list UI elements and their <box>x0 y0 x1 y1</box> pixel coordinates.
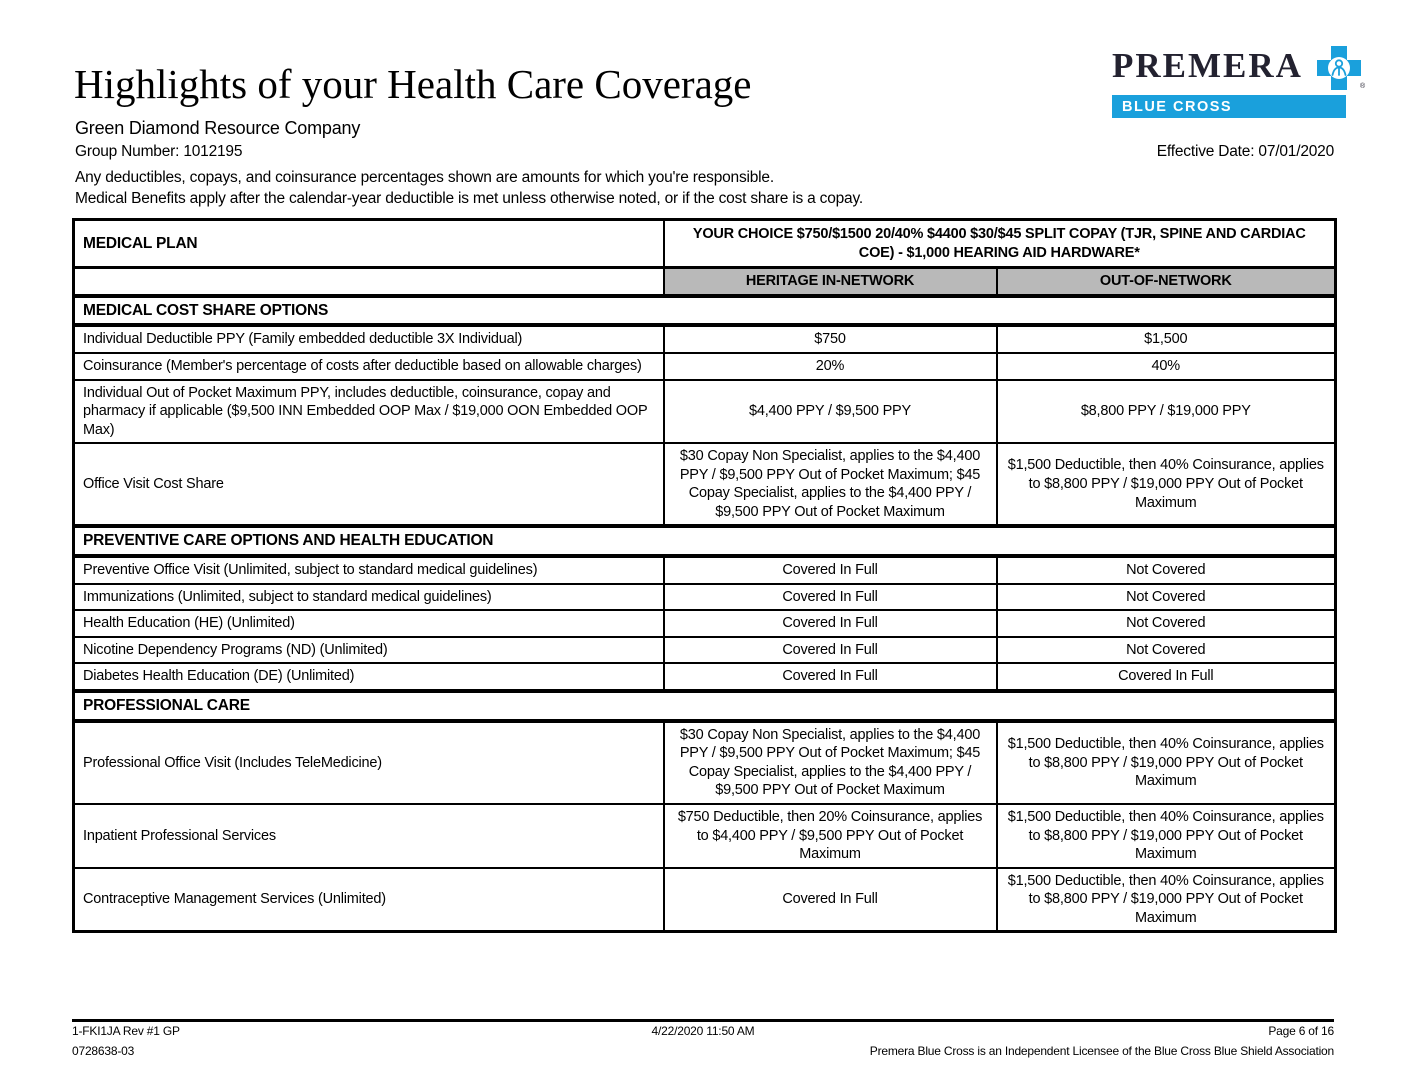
benefit-out-of-network-value: Covered In Full <box>995 662 1337 692</box>
benefit-out-of-network-value: Not Covered <box>995 582 1337 612</box>
benefit-label: Coinsurance (Member's percentage of cost… <box>72 352 665 381</box>
benefit-row: Immunizations (Unlimited, subject to sta… <box>72 582 1337 612</box>
footer-rule <box>72 1019 1334 1022</box>
benefit-row: Individual Deductible PPY (Family embedd… <box>72 324 1337 354</box>
network-header-spacer <box>72 266 665 297</box>
benefit-in-network-value: $4,400 PPY / $9,500 PPY <box>662 378 998 445</box>
section-header-row: PROFESSIONAL CARE <box>72 688 1337 723</box>
benefit-in-network-value: Covered In Full <box>662 662 998 692</box>
footer-line-2: 0728638-03 Premera Blue Cross is an Inde… <box>72 1044 1334 1058</box>
benefit-out-of-network-value: Not Covered <box>995 555 1337 585</box>
footer-page-info: Page 6 of 16 <box>1268 1024 1335 1038</box>
benefit-in-network-value: Covered In Full <box>662 582 998 612</box>
benefit-out-of-network-value: Not Covered <box>995 609 1337 638</box>
company-name: Green Diamond Resource Company <box>75 118 361 138</box>
effective-date: Effective Date: 07/01/2020 <box>1156 143 1334 160</box>
footer-line-1: 1-FKI1JA Rev #1 GP 4/22/2020 11:50 AM Pa… <box>72 1024 1334 1038</box>
benefit-out-of-network-value: $1,500 <box>995 324 1337 354</box>
premera-logo: PREMERA ® BLUE CROSS <box>1112 44 1365 118</box>
benefit-row: Preventive Office Visit (Unlimited, subj… <box>72 555 1337 585</box>
plan-name: YOUR CHOICE $750/$1500 20/40% $4400 $30/… <box>662 218 1337 270</box>
benefit-in-network-value: 20% <box>662 352 998 381</box>
registered-mark: ® <box>1359 83 1365 90</box>
benefit-row: Health Education (HE) (Unlimited) Covered… <box>72 609 1337 638</box>
benefit-out-of-network-value: Not Covered <box>995 635 1337 665</box>
benefit-label: Health Education (HE) (Unlimited) <box>72 609 665 638</box>
benefit-label: Diabetes Health Education (DE) (Unlimite… <box>72 662 665 692</box>
benefits-table: MEDICAL PLAN YOUR CHOICE $750/$1500 20/4… <box>72 218 1337 934</box>
benefit-out-of-network-value: $1,500 Deductible, then 40% Coinsurance,… <box>995 866 1337 933</box>
blue-cross-label: BLUE CROSS <box>1122 98 1233 115</box>
benefit-out-of-network-value: $1,500 Deductible, then 40% Coinsurance,… <box>995 802 1337 869</box>
premera-wordmark: PREMERA <box>1112 46 1303 85</box>
benefit-label: Office Visit Cost Share <box>72 442 665 528</box>
benefit-label: Nicotine Dependency Programs (ND) (Unlim… <box>72 635 665 665</box>
benefit-label: Inpatient Professional Services <box>72 802 665 869</box>
blue-cross-banner: BLUE CROSS <box>1112 95 1346 118</box>
intro-line-1: Any deductibles, copays, and coinsurance… <box>75 169 774 186</box>
benefit-label: Individual Deductible PPY (Family embedd… <box>72 324 665 354</box>
benefit-label: Preventive Office Visit (Unlimited, subj… <box>72 555 665 585</box>
benefit-out-of-network-value: $1,500 Deductible, then 40% Coinsurance,… <box>995 719 1337 805</box>
section-header-row: MEDICAL COST SHARE OPTIONS <box>72 293 1337 328</box>
benefit-in-network-value: Covered In Full <box>662 635 998 665</box>
medical-plan-label: MEDICAL PLAN <box>72 218 665 270</box>
intro-text: Any deductibles, copays, and coinsurance… <box>75 167 863 209</box>
plan-header-row: MEDICAL PLAN YOUR CHOICE $750/$1500 20/4… <box>72 218 1337 270</box>
benefit-out-of-network-value: 40% <box>995 352 1337 381</box>
blue-cross-icon: ® <box>1315 44 1365 92</box>
benefit-label: Individual Out of Pocket Maximum PPY, in… <box>72 378 665 445</box>
footer-licensee-note: Premera Blue Cross is an Independent Lic… <box>869 1044 1334 1058</box>
benefit-out-of-network-value: $8,800 PPY / $19,000 PPY <box>995 378 1337 445</box>
section-title: PROFESSIONAL CARE <box>72 688 1337 723</box>
benefit-row: Inpatient Professional Services $750 Dedu… <box>72 802 1337 869</box>
column-header-out-of-network: OUT-OF-NETWORK <box>995 266 1337 297</box>
benefit-row: Nicotine Dependency Programs (ND) (Unlim… <box>72 635 1337 665</box>
benefit-out-of-network-value: $1,500 Deductible, then 40% Coinsurance,… <box>995 442 1337 528</box>
benefits-table-body: MEDICAL PLAN YOUR CHOICE $750/$1500 20/4… <box>72 218 1337 933</box>
benefit-in-network-value: Covered In Full <box>662 609 998 638</box>
section-title: MEDICAL COST SHARE OPTIONS <box>72 293 1337 328</box>
footer-timestamp: 4/22/2020 11:50 AM <box>651 1024 755 1038</box>
benefit-row: Individual Out of Pocket Maximum PPY, in… <box>72 378 1337 445</box>
benefit-label: Professional Office Visit (Includes Tele… <box>72 719 665 805</box>
benefit-in-network-value: $30 Copay Non Specialist, applies to the… <box>662 719 998 805</box>
benefit-in-network-value: Covered In Full <box>662 866 998 933</box>
benefit-row: Office Visit Cost Share $30 Copay Non Spe… <box>72 442 1337 528</box>
benefit-label: Immunizations (Unlimited, subject to sta… <box>72 582 665 612</box>
benefit-in-network-value: $30 Copay Non Specialist, applies to the… <box>662 442 998 528</box>
section-header-row: PREVENTIVE CARE OPTIONS AND HEALTH EDUCA… <box>72 524 1337 559</box>
benefit-row: Diabetes Health Education (DE) (Unlimite… <box>72 662 1337 692</box>
footer-doc-number: 0728638-03 <box>72 1044 135 1058</box>
benefit-in-network-value: Covered In Full <box>662 555 998 585</box>
benefit-label: Contraceptive Management Services (Unlim… <box>72 866 665 933</box>
benefit-row: Professional Office Visit (Includes Tele… <box>72 719 1337 805</box>
footer-form-code: 1-FKI1JA Rev #1 GP <box>72 1024 180 1038</box>
benefit-row: Coinsurance (Member's percentage of cost… <box>72 352 1337 381</box>
network-header-row: HERITAGE IN-NETWORK OUT-OF-NETWORK <box>72 266 1337 297</box>
page-title: Highlights of your Health Care Coverage <box>74 61 752 107</box>
column-header-in-network: HERITAGE IN-NETWORK <box>662 266 998 297</box>
intro-line-2: Medical Benefits apply after the calenda… <box>75 190 863 207</box>
benefit-in-network-value: $750 <box>662 324 998 354</box>
section-title: PREVENTIVE CARE OPTIONS AND HEALTH EDUCA… <box>72 524 1337 559</box>
group-number: Group Number: 1012195 <box>75 143 243 160</box>
benefit-in-network-value: $750 Deductible, then 20% Coinsurance, a… <box>662 802 998 869</box>
benefit-row: Contraceptive Management Services (Unlim… <box>72 866 1337 933</box>
